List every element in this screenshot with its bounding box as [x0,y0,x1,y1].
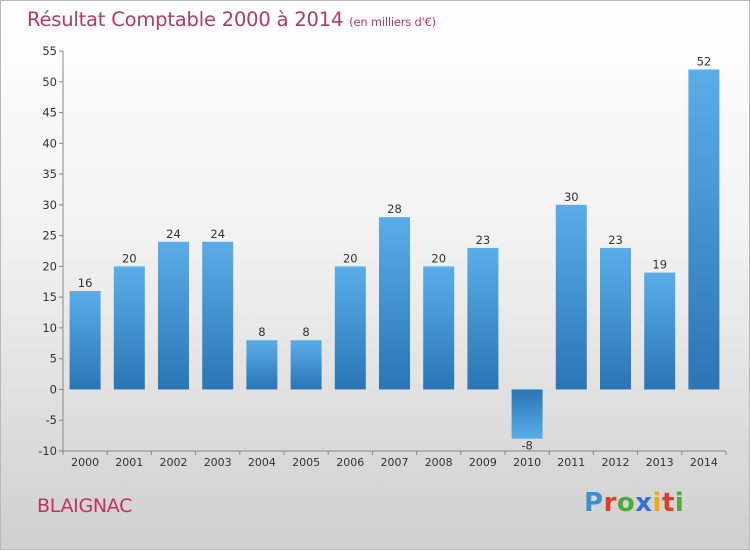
data-label-2000: 16 [78,276,93,290]
y-tick-label: -10 [38,444,57,458]
y-tick-label: 40 [42,136,57,150]
y-tick-label: 10 [42,321,57,335]
x-tick-label: 2007 [381,456,409,469]
bar-2009 [467,247,499,390]
bar-2014 [688,69,720,390]
x-tick-label: 2013 [646,456,674,469]
x-tick-label: 2014 [690,456,718,469]
data-label-2009: 23 [476,233,491,247]
data-label-2011: 30 [564,190,579,204]
x-tick-label: 2008 [425,456,453,469]
y-tick-label: -5 [46,413,57,427]
chart-bars [69,69,720,439]
y-tick-label: 50 [42,75,57,89]
data-label-2008: 20 [431,251,446,265]
chart-data-labels: 16 20 24 24 8 8 20 28 20 23 -8 30 23 19 52 [78,54,711,452]
bar-2010 [511,389,543,439]
bar-2000 [69,291,101,390]
chart-title-text: Résultat Comptable 2000 à 2014 [27,8,344,31]
x-tick-label: 2001 [115,456,143,469]
proxiti-logo: Proxiti [584,488,685,518]
data-label-2003: 24 [210,227,225,241]
data-label-2007: 28 [387,202,402,216]
x-tick-label: 2005 [292,456,320,469]
bar-2007 [379,217,410,390]
y-tick-label: 35 [42,167,57,181]
data-label-2002: 24 [166,227,181,241]
data-label-2004: 8 [258,325,265,339]
chart-title: Résultat Comptable 2000 à 2014 (en millie… [27,8,436,31]
y-tick-label: 45 [42,106,57,120]
bar-2006 [334,266,366,390]
x-tick-label: 2011 [557,456,585,469]
x-tick-label: 2012 [602,456,630,469]
bar-2003 [202,241,234,390]
x-tick-label: 2010 [513,456,541,469]
y-tick-label: 15 [42,290,57,304]
bar-2002 [158,241,189,390]
y-tick-label: 55 [42,44,57,58]
bar-2005 [290,340,322,390]
data-label-2005: 8 [302,325,309,339]
bar-2001 [113,266,145,390]
y-tick-label: 0 [50,382,57,396]
bar-2012 [600,247,631,390]
x-tick-label: 2002 [160,456,188,469]
bar-2011 [555,204,587,390]
data-label-2013: 19 [652,258,667,272]
x-tick-label: 2000 [71,456,99,469]
x-tick-label: 2003 [204,456,232,469]
y-tick-label: 20 [42,259,57,273]
y-tick-label: 5 [50,352,57,366]
bar-2004 [246,340,278,390]
y-tick-label: 30 [42,198,57,212]
data-label-2010: -8 [521,439,532,453]
bar-2008 [423,266,455,390]
bar-2013 [644,272,676,390]
town-name: BLAIGNAC [37,495,133,517]
data-label-2006: 20 [343,251,358,265]
chart-subtitle: (en milliers d'€) [349,15,436,29]
data-label-2001: 20 [122,251,137,265]
data-label-2014: 52 [697,54,712,68]
x-tick-label: 2009 [469,456,497,469]
x-tick-label: 2004 [248,456,276,469]
data-label-2012: 23 [608,233,623,247]
x-tick-label: 2006 [336,456,364,469]
y-tick-label: 25 [42,229,57,243]
